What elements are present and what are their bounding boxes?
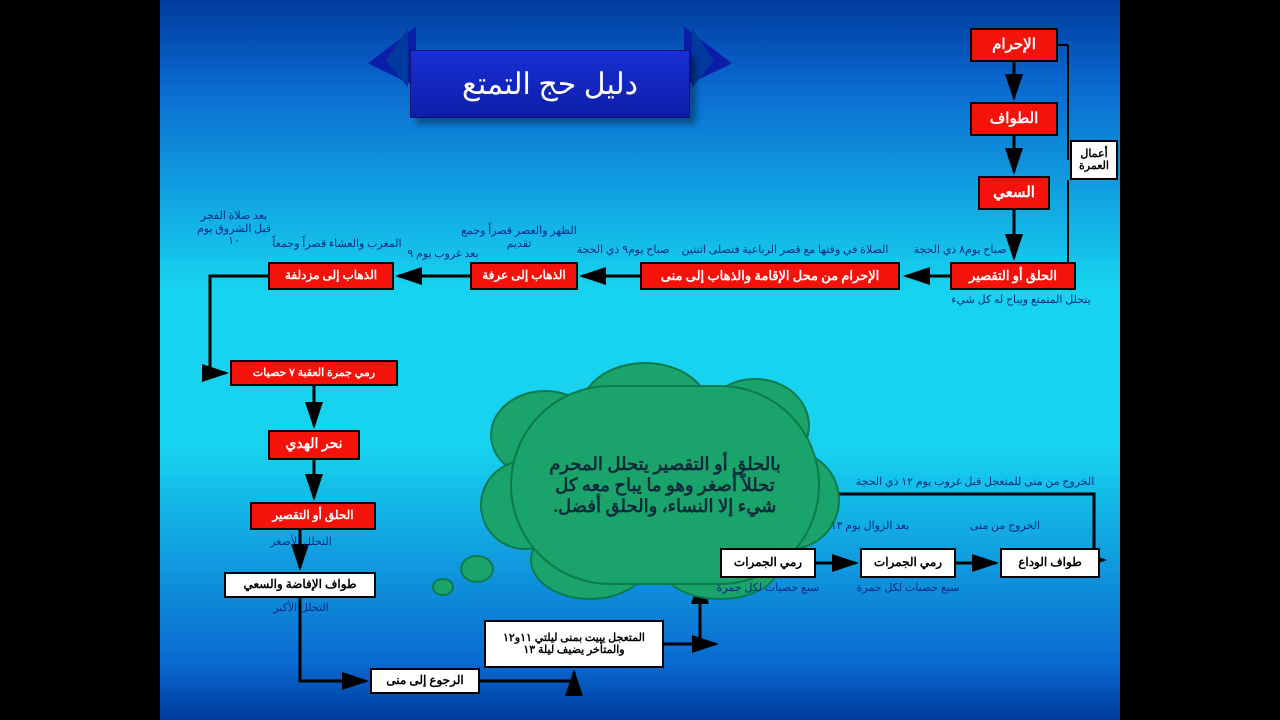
node-mabit: المتعجل يبيت بمنى ليلتي ١١و١٢ والمتأخر ي…: [484, 620, 664, 668]
node-jamarat1: رمي الجمرات: [720, 548, 816, 578]
ribbon-right: [684, 27, 732, 94]
node-jamra: رمي جمرة العقبة ٧ حصيات: [230, 360, 398, 386]
diagram-stage: دليل حج التمتع بالحلق أو التقصير يتحلل ا…: [160, 0, 1120, 720]
cloud-text: بالحلق أو التقصير يتحلل المحرم تحللاً أص…: [542, 454, 788, 517]
thought-dot: [460, 555, 494, 583]
node-ruju: الرجوع إلى منى: [370, 668, 480, 694]
edge-label: التحلل الأكبر: [256, 602, 346, 615]
title-rect: دليل حج التمتع: [410, 50, 690, 118]
edge-label: سبع حصيات لكل جمرة: [716, 582, 820, 595]
node-saai: السعي: [978, 176, 1050, 210]
node-ifada: طواف الإفاضة والسعي: [224, 572, 376, 598]
edge-label: الخروج من منى للمتعجل قبل غروب يوم ١٢ ذي…: [850, 476, 1100, 489]
node-umrah_lbl: أعمال العمرة: [1070, 140, 1118, 180]
node-arafa: الذهاب إلى عرفة: [470, 262, 578, 290]
edge-label: صباح يوم٩ ذي الحجة: [568, 244, 678, 257]
node-tawaf: الطواف: [970, 102, 1058, 136]
edge-label: صباح يوم٨ ذي الحجة: [900, 244, 1020, 257]
node-halq2: الحلق أو التقصير: [250, 502, 376, 530]
node-muzd: الذهاب إلى مزدلفة: [268, 262, 394, 290]
node-jamarat2: رمي الجمرات: [860, 548, 956, 578]
edge-label: بعد غروب يوم ٩: [398, 248, 488, 261]
node-ihram2: الإحرام من محل الإقامة والذهاب إلى منى: [640, 262, 900, 290]
node-ihram: الإحرام: [970, 28, 1058, 62]
edge-label: الخروج من منى: [960, 520, 1050, 533]
edge-label: المغرب والعشاء قصراً وجمعاً: [272, 238, 402, 251]
node-wada: طواف الوداع: [1000, 548, 1100, 578]
ribbon-left: [368, 27, 416, 94]
edge-label: سبع حصيات لكل جمرة: [856, 582, 960, 595]
edge-label: الصلاة في وقتها مع قصر الرباعية فتصلى اث…: [670, 244, 900, 257]
edge-label: بعد الزوال يوم ١٣: [820, 520, 920, 533]
title-text: دليل حج التمتع: [462, 67, 638, 102]
edge-label: الظهر والعصر قصراً وجمع تقديم: [460, 225, 578, 250]
node-halq1: الحلق أو التقصير: [950, 262, 1076, 290]
thought-dot: [432, 578, 454, 596]
edge-label: يتحلل المتمتع ويباح له كل شيء: [946, 294, 1096, 307]
node-hady: نحر الهدي: [268, 430, 360, 460]
edge-label: بعد صلاة الفجر قبل الشروق يوم ١٠: [194, 210, 274, 248]
edge-label: التحلل الأصغر: [256, 536, 346, 549]
title-banner: دليل حج التمتع: [360, 15, 740, 145]
